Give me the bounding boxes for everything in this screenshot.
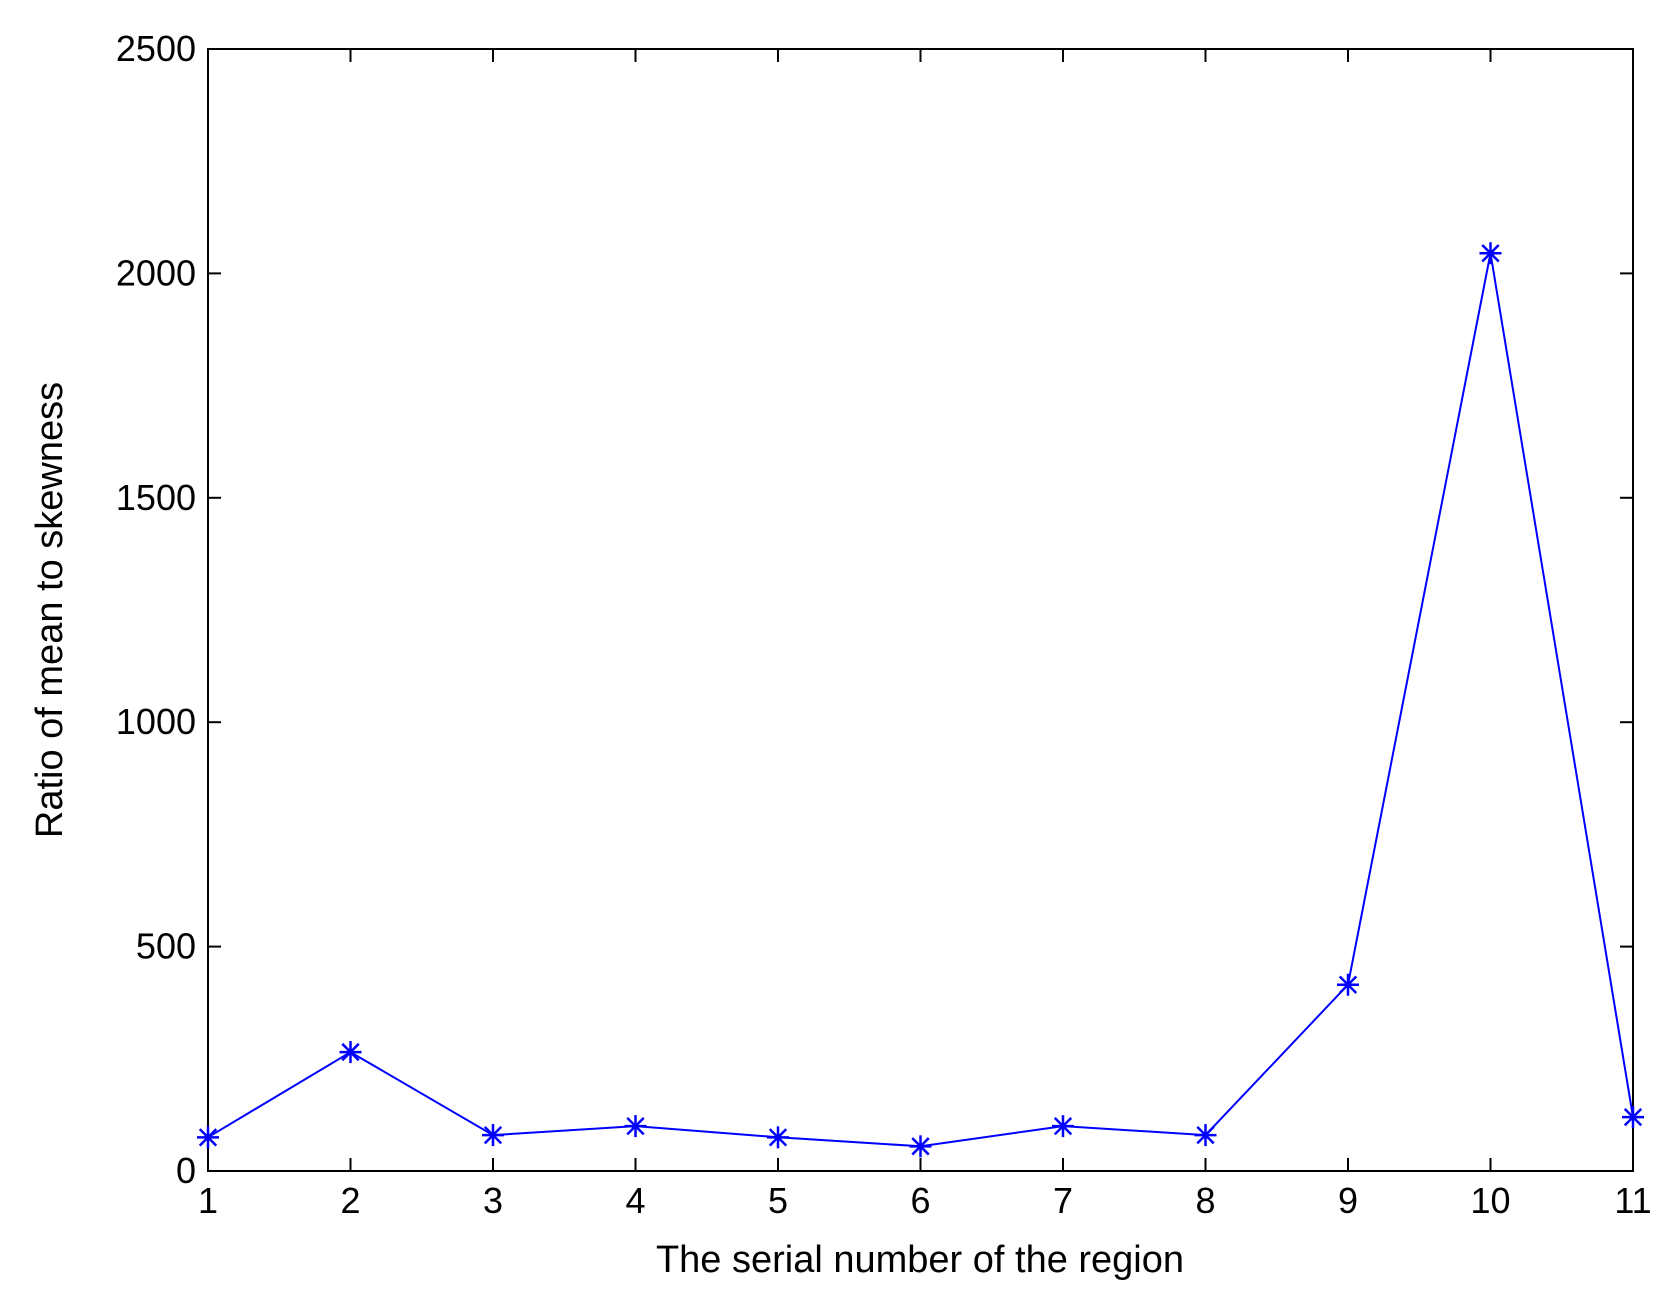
y-ticks: 0 500 1000 1500 2000 2500 — [116, 28, 1633, 1191]
data-point-marker — [339, 1041, 362, 1064]
x-tick-label: 1 — [198, 1180, 218, 1221]
data-point-marker — [1052, 1115, 1074, 1138]
data-point-marker — [1337, 973, 1359, 996]
data-point-marker — [624, 1115, 647, 1138]
x-tick-label: 3 — [483, 1180, 503, 1221]
x-axis-title: The serial number of the region — [656, 1239, 1184, 1281]
x-tick-label: 5 — [768, 1180, 788, 1221]
data-point-marker — [197, 1126, 219, 1149]
x-tick-label: 7 — [1053, 1180, 1073, 1221]
y-tick-label: 2500 — [116, 28, 196, 69]
y-tick-label: 2000 — [116, 252, 196, 293]
y-tick-label: 1500 — [116, 477, 196, 518]
x-tick-label: 10 — [1470, 1180, 1510, 1221]
x-tick-label: 8 — [1195, 1180, 1215, 1221]
series-layer — [197, 242, 1644, 1158]
y-axis-title: Ratio of mean to skewness — [29, 382, 71, 838]
plot-area — [207, 48, 1634, 1172]
x-tick-label: 11 — [1614, 1180, 1651, 1221]
data-point-marker — [767, 1126, 789, 1149]
data-point-marker — [1622, 1106, 1644, 1129]
data-point-marker — [1479, 242, 1502, 265]
y-tick-label: 0 — [176, 1150, 196, 1191]
x-tick-label: 6 — [910, 1180, 930, 1221]
data-point-marker — [909, 1135, 932, 1158]
x-ticks: 1 2 3 4 5 6 7 8 9 10 11 — [198, 49, 1652, 1221]
y-tick-label: 1000 — [116, 701, 196, 742]
data-point-marker — [482, 1124, 504, 1147]
x-tick-label: 2 — [340, 1180, 360, 1221]
data-point-marker — [1194, 1124, 1217, 1147]
y-tick-label: 500 — [136, 926, 196, 967]
x-tick-label: 4 — [625, 1180, 645, 1221]
x-tick-label: 9 — [1338, 1180, 1358, 1221]
